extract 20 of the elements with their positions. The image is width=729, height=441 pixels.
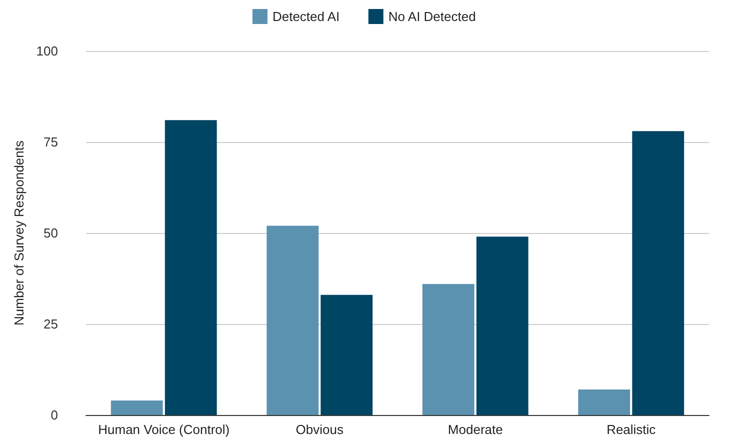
legend-label: Detected AI: [272, 9, 340, 24]
legend-label: No AI Detected: [388, 9, 476, 24]
y-tick-label: 100: [36, 44, 58, 58]
bar: [266, 226, 319, 415]
bar: [476, 236, 528, 415]
y-tick-label: 75: [44, 134, 58, 150]
y-tick-label: 25: [44, 316, 58, 332]
y-tick-label: 0: [50, 408, 58, 422]
bar: [422, 284, 474, 415]
x-tick-label: Obvious: [296, 422, 344, 437]
y-axis-title: Number of Survey Respondents: [11, 140, 26, 326]
bar: [632, 131, 684, 415]
bar: [578, 390, 630, 415]
x-tick-label: Realistic: [606, 422, 656, 437]
bar: [164, 120, 217, 415]
bar: [320, 294, 373, 415]
x-tick-label: Moderate: [448, 422, 503, 437]
bar: [110, 400, 163, 415]
y-tick-label: 50: [44, 226, 58, 240]
x-tick-label: Human Voice (Control): [98, 422, 230, 437]
